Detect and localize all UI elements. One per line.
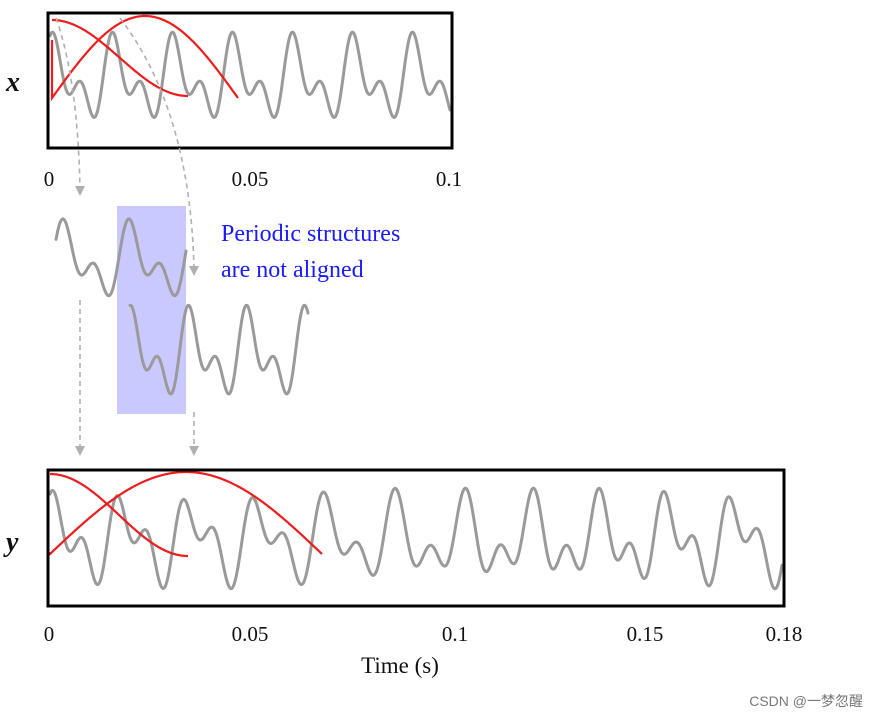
- segment-first-period: [54, 217, 188, 298]
- top-tick-0.05: 0.05: [232, 167, 269, 191]
- bottom-panel-plot: [48, 470, 784, 591]
- signal-y-waveform: [48, 486, 784, 591]
- window-x-second: [50, 14, 239, 102]
- top-panel-plot: [48, 14, 452, 119]
- bottom-panel: y 0 0.05 0.1 0.15 0.18 Time (s): [3, 468, 803, 678]
- window-y-first: [50, 472, 188, 558]
- bottom-tick-0.15: 0.15: [627, 622, 664, 646]
- arrowhead-seg1: [75, 186, 85, 196]
- bottom-panel-frame: [46, 468, 786, 608]
- top-tick-0: 0: [44, 167, 55, 191]
- window-y-second: [48, 470, 323, 557]
- top-panel: x 0 0.05 0.1: [5, 11, 462, 191]
- bottom-axis-letter: y: [3, 527, 19, 558]
- watermark: CSDN @一梦忽醒: [749, 693, 863, 709]
- annotation-line-2: are not aligned: [221, 257, 364, 283]
- top-panel-frame: [46, 11, 454, 150]
- bottom-tick-0.18: 0.18: [766, 622, 803, 646]
- arrow-top-to-seg1: [55, 17, 81, 191]
- bottom-tick-0.1: 0.1: [442, 622, 468, 646]
- arrow-top-to-seg2: [119, 17, 195, 269]
- segment-second-period: [128, 303, 310, 396]
- annotation-text: Periodic structures are not aligned: [221, 221, 406, 283]
- bottom-xlabel: Time (s): [361, 653, 439, 678]
- projection-arrows: [55, 17, 199, 456]
- arrowhead-bottom-1: [75, 446, 85, 456]
- annotation-line-1: Periodic structures: [221, 221, 400, 247]
- arrowhead-seg2: [189, 266, 199, 276]
- bottom-tick-0: 0: [44, 622, 55, 646]
- top-axis-letter: x: [5, 67, 20, 98]
- window-x-first: [52, 18, 188, 98]
- bottom-tick-0.05: 0.05: [232, 622, 269, 646]
- signal-x-waveform: [48, 30, 452, 119]
- arrowhead-bottom-2: [189, 446, 199, 456]
- top-tick-0.1: 0.1: [436, 167, 462, 191]
- extracted-segments: [54, 217, 310, 396]
